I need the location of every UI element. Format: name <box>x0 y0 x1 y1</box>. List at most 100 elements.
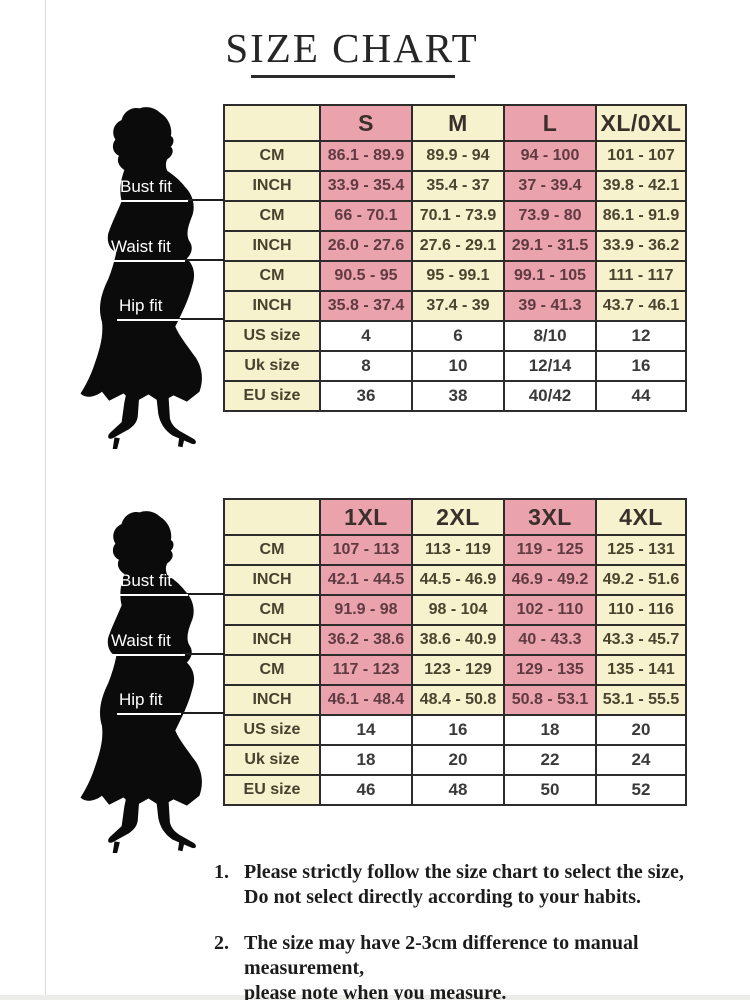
corner-cell <box>223 498 321 536</box>
note-line: The size may have 2-3cm difference to ma… <box>244 932 639 979</box>
waist-fit-underline <box>109 654 185 656</box>
value-cell: 39.8 - 42.1 <box>595 170 687 202</box>
table-row-hip: CM 117 - 123 123 - 129 129 - 135 135 - 141 <box>223 654 687 686</box>
row-label: Uk size <box>223 744 321 776</box>
row-label: CM <box>223 260 321 292</box>
value-cell: 44.5 - 46.9 <box>411 564 505 596</box>
row-label: INCH <box>223 230 321 262</box>
value-cell: 20 <box>595 714 687 746</box>
hip-fit-connector-line <box>179 712 224 714</box>
value-cell: 16 <box>411 714 505 746</box>
column-header: M <box>411 104 505 142</box>
row-label: EU size <box>223 774 321 806</box>
row-label: Uk size <box>223 350 321 382</box>
value-cell: 66 - 70.1 <box>319 200 413 232</box>
value-cell: 38.6 - 40.9 <box>411 624 505 656</box>
value-cell: 40 - 43.3 <box>503 624 597 656</box>
value-cell: 24 <box>595 744 687 776</box>
row-label: CM <box>223 654 321 686</box>
value-cell: 12 <box>595 320 687 352</box>
row-label: INCH <box>223 170 321 202</box>
value-cell: 36.2 - 38.6 <box>319 624 413 656</box>
page-title: SIZE CHART <box>225 25 479 71</box>
row-label: US size <box>223 320 321 352</box>
value-cell: 46.1 - 48.4 <box>319 684 413 716</box>
value-cell: 46.9 - 49.2 <box>503 564 597 596</box>
value-cell: 86.1 - 89.9 <box>319 140 413 172</box>
bottom-edge-strip <box>0 995 750 1000</box>
column-header: 2XL <box>411 498 505 536</box>
row-label: CM <box>223 200 321 232</box>
value-cell: 46 <box>319 774 413 806</box>
waist-fit-label: Waist fit <box>111 631 171 650</box>
value-cell: 26.0 - 27.6 <box>319 230 413 262</box>
note-number: 2. <box>214 932 229 954</box>
table-row-size: EU size 36 38 40/42 44 <box>223 380 687 412</box>
table-row-hip: CM 90.5 - 95 95 - 99.1 99.1 - 105 111 - 117 <box>223 260 687 292</box>
value-cell: 33.9 - 35.4 <box>319 170 413 202</box>
hip-fit-underline <box>117 713 181 715</box>
table-row-size: EU size 46 48 50 52 <box>223 774 687 806</box>
value-cell: 53.1 - 55.5 <box>595 684 687 716</box>
column-header: S <box>319 104 413 142</box>
hip-fit-label: Hip fit <box>119 296 163 315</box>
value-cell: 14 <box>319 714 413 746</box>
table-row-size: Uk size 8 10 12/14 16 <box>223 350 687 382</box>
value-cell: 43.7 - 46.1 <box>595 290 687 322</box>
value-cell: 36 <box>319 380 413 412</box>
waist-fit-label: Waist fit <box>111 237 171 256</box>
value-cell: 20 <box>411 744 505 776</box>
value-cell: 52 <box>595 774 687 806</box>
value-cell: 49.2 - 51.6 <box>595 564 687 596</box>
value-cell: 44 <box>595 380 687 412</box>
column-header: L <box>503 104 597 142</box>
value-cell: 6 <box>411 320 505 352</box>
row-label: INCH <box>223 624 321 656</box>
column-header: 3XL <box>503 498 597 536</box>
bust-fit-underline <box>120 200 188 202</box>
value-cell: 94 - 100 <box>503 140 597 172</box>
value-cell: 12/14 <box>503 350 597 382</box>
value-cell: 125 - 131 <box>595 534 687 566</box>
value-cell: 18 <box>319 744 413 776</box>
hip-fit-connector-line <box>179 318 224 320</box>
corner-cell <box>223 104 321 142</box>
note-number: 1. <box>214 861 229 883</box>
value-cell: 35.4 - 37 <box>411 170 505 202</box>
table-row-waist: CM 66 - 70.1 70.1 - 73.9 73.9 - 80 86.1 - 91… <box>223 200 687 232</box>
row-label: INCH <box>223 564 321 596</box>
note-line: Do not select directly according to your… <box>244 886 642 908</box>
title-underline <box>251 75 455 78</box>
table-row-bust: CM 107 - 113 113 - 119 119 - 125 125 - 131 <box>223 534 687 566</box>
value-cell: 98 - 104 <box>411 594 505 626</box>
value-cell: 8 <box>319 350 413 382</box>
note-item: 1. Please strictly follow the size chart… <box>214 860 750 910</box>
table-row-size: US size 4 6 8/10 12 <box>223 320 687 352</box>
table-row-waist: INCH 26.0 - 27.6 27.6 - 29.1 29.1 - 31.5 33.… <box>223 230 687 262</box>
table-row-bust: INCH 42.1 - 44.5 44.5 - 46.9 46.9 - 49.2 49.… <box>223 564 687 596</box>
hip-fit-underline <box>117 319 181 321</box>
value-cell: 50.8 - 53.1 <box>503 684 597 716</box>
row-label: US size <box>223 714 321 746</box>
value-cell: 27.6 - 29.1 <box>411 230 505 262</box>
note-line: please note when you measure. <box>244 982 507 1000</box>
value-cell: 101 - 107 <box>595 140 687 172</box>
value-cell: 113 - 119 <box>411 534 505 566</box>
table-row-waist: INCH 36.2 - 38.6 38.6 - 40.9 40 - 43.3 43.3 … <box>223 624 687 656</box>
value-cell: 110 - 116 <box>595 594 687 626</box>
column-header: XL/0XL <box>595 104 687 142</box>
value-cell: 107 - 113 <box>319 534 413 566</box>
value-cell: 50 <box>503 774 597 806</box>
size-table-regular: S M L XL/0XL CM 86.1 - 89.9 89.9 - 94 94 - 100 1… <box>223 104 687 412</box>
row-label: EU size <box>223 380 321 412</box>
value-cell: 40/42 <box>503 380 597 412</box>
value-cell: 102 - 110 <box>503 594 597 626</box>
row-label: CM <box>223 534 321 566</box>
table-row-bust: CM 86.1 - 89.9 89.9 - 94 94 - 100 101 - 107 <box>223 140 687 172</box>
value-cell: 99.1 - 105 <box>503 260 597 292</box>
note-text: The size may have 2-3cm difference to ma… <box>244 931 750 1000</box>
table-row-size: Uk size 18 20 22 24 <box>223 744 687 776</box>
table-header-row: 1XL 2XL 3XL 4XL <box>223 498 687 536</box>
hip-fit-label: Hip fit <box>119 690 163 709</box>
